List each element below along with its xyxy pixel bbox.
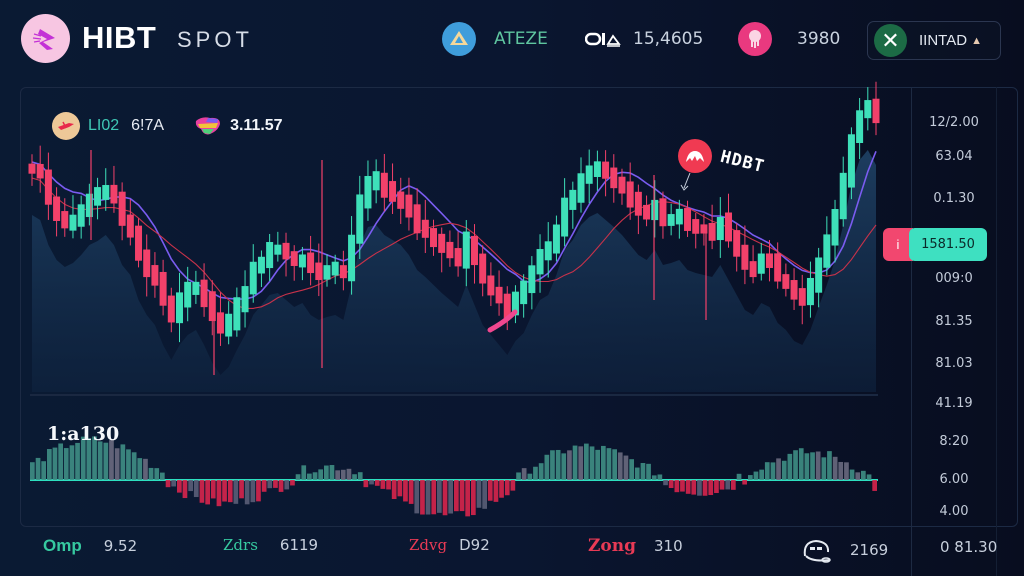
footer-item-zdrs: Zdrs 6119 bbox=[223, 536, 318, 554]
footer-value: 2169 bbox=[850, 541, 889, 559]
y-axis-label: 81.35 bbox=[935, 314, 973, 329]
current-price-tag: i 1581.50 bbox=[883, 228, 987, 261]
warning-icon: ▲ bbox=[971, 34, 982, 47]
footer-value: D92 bbox=[459, 536, 490, 554]
volume-pane-label: 1:a130 bbox=[47, 423, 120, 445]
y-axis-label: 6.00 bbox=[939, 472, 969, 487]
pair-icon bbox=[585, 32, 621, 47]
footer-item-support[interactable]: 2169 bbox=[800, 536, 888, 564]
pane-separator[interactable] bbox=[30, 394, 878, 396]
footer-item-zong: Zong 310 bbox=[588, 536, 683, 556]
footer-key: Omp bbox=[43, 536, 82, 555]
footer-value: 310 bbox=[654, 537, 683, 555]
price-tag-indicator: i bbox=[883, 228, 913, 261]
asset-name: ATEZE bbox=[494, 29, 548, 49]
header-stat-volume[interactable]: 3980 bbox=[738, 20, 840, 58]
footer-stats: Omp 9.52 Zdrs 6119 Zdvg D92 Zong 310 216… bbox=[0, 528, 1024, 576]
footer-value: 6119 bbox=[279, 536, 319, 554]
y-axis-label: 81.03 bbox=[935, 356, 973, 371]
footer-key: Zong bbox=[588, 536, 636, 556]
brand-name: HIBT bbox=[82, 20, 157, 55]
y-axis-label: 4.00 bbox=[939, 504, 969, 519]
y-axis-label: 63.04 bbox=[935, 149, 973, 164]
market-type-label: SPOT bbox=[177, 27, 253, 52]
support-icon bbox=[803, 539, 831, 563]
coin-a-icon bbox=[442, 22, 476, 56]
y-axis-label: 12/2.00 bbox=[929, 115, 979, 130]
current-price-value: 1581.50 bbox=[909, 228, 987, 261]
y-axis-label: 41.19 bbox=[935, 396, 973, 411]
volume-value: 3980 bbox=[797, 29, 841, 49]
trade-button[interactable]: ✕ IINTAD ▲ bbox=[867, 21, 1001, 60]
coin-pink-icon bbox=[738, 22, 772, 56]
chart-panel bbox=[20, 87, 1018, 527]
symbol-value: 6!7A bbox=[131, 117, 165, 134]
header: HIBT SPOT ATEZE 15,4605 3980 ✕ IINTAD ▲ bbox=[0, 0, 1024, 80]
last-price: 15,4605 bbox=[633, 29, 704, 49]
symbol-label: LI02 bbox=[88, 117, 120, 134]
hibt-marker-icon[interactable] bbox=[678, 139, 712, 173]
footer-final-value: 0 81.30 bbox=[940, 538, 998, 556]
hibt-logo-icon[interactable] bbox=[21, 14, 70, 63]
y-axis-label: 0.1.30 bbox=[933, 191, 975, 206]
y-axis-divider bbox=[911, 87, 912, 576]
footer-value: 9.52 bbox=[103, 537, 138, 555]
footer-key: Zdrs bbox=[223, 536, 258, 554]
chart-legend: LI02 6!7A 3.11.57 bbox=[52, 112, 283, 140]
indicator-icon bbox=[195, 117, 221, 135]
header-stat-price: 15,4605 bbox=[585, 20, 703, 58]
close-x-icon: ✕ bbox=[874, 24, 907, 57]
footer-item-zdvg: Zdvg D92 bbox=[409, 536, 490, 554]
y-axis-label: 009:0 bbox=[935, 271, 973, 286]
y-axis-divider-outer bbox=[996, 87, 997, 576]
trade-button-label: IINTAD bbox=[919, 32, 968, 49]
footer-item-omp: Omp 9.52 bbox=[43, 536, 137, 556]
y-axis-label: 8:20 bbox=[939, 434, 969, 449]
indicator-value: 3.11.57 bbox=[230, 117, 283, 134]
footer-key: Zdvg bbox=[409, 536, 448, 554]
symbol-icon bbox=[52, 112, 80, 140]
header-stat-asset[interactable]: ATEZE bbox=[442, 20, 548, 58]
